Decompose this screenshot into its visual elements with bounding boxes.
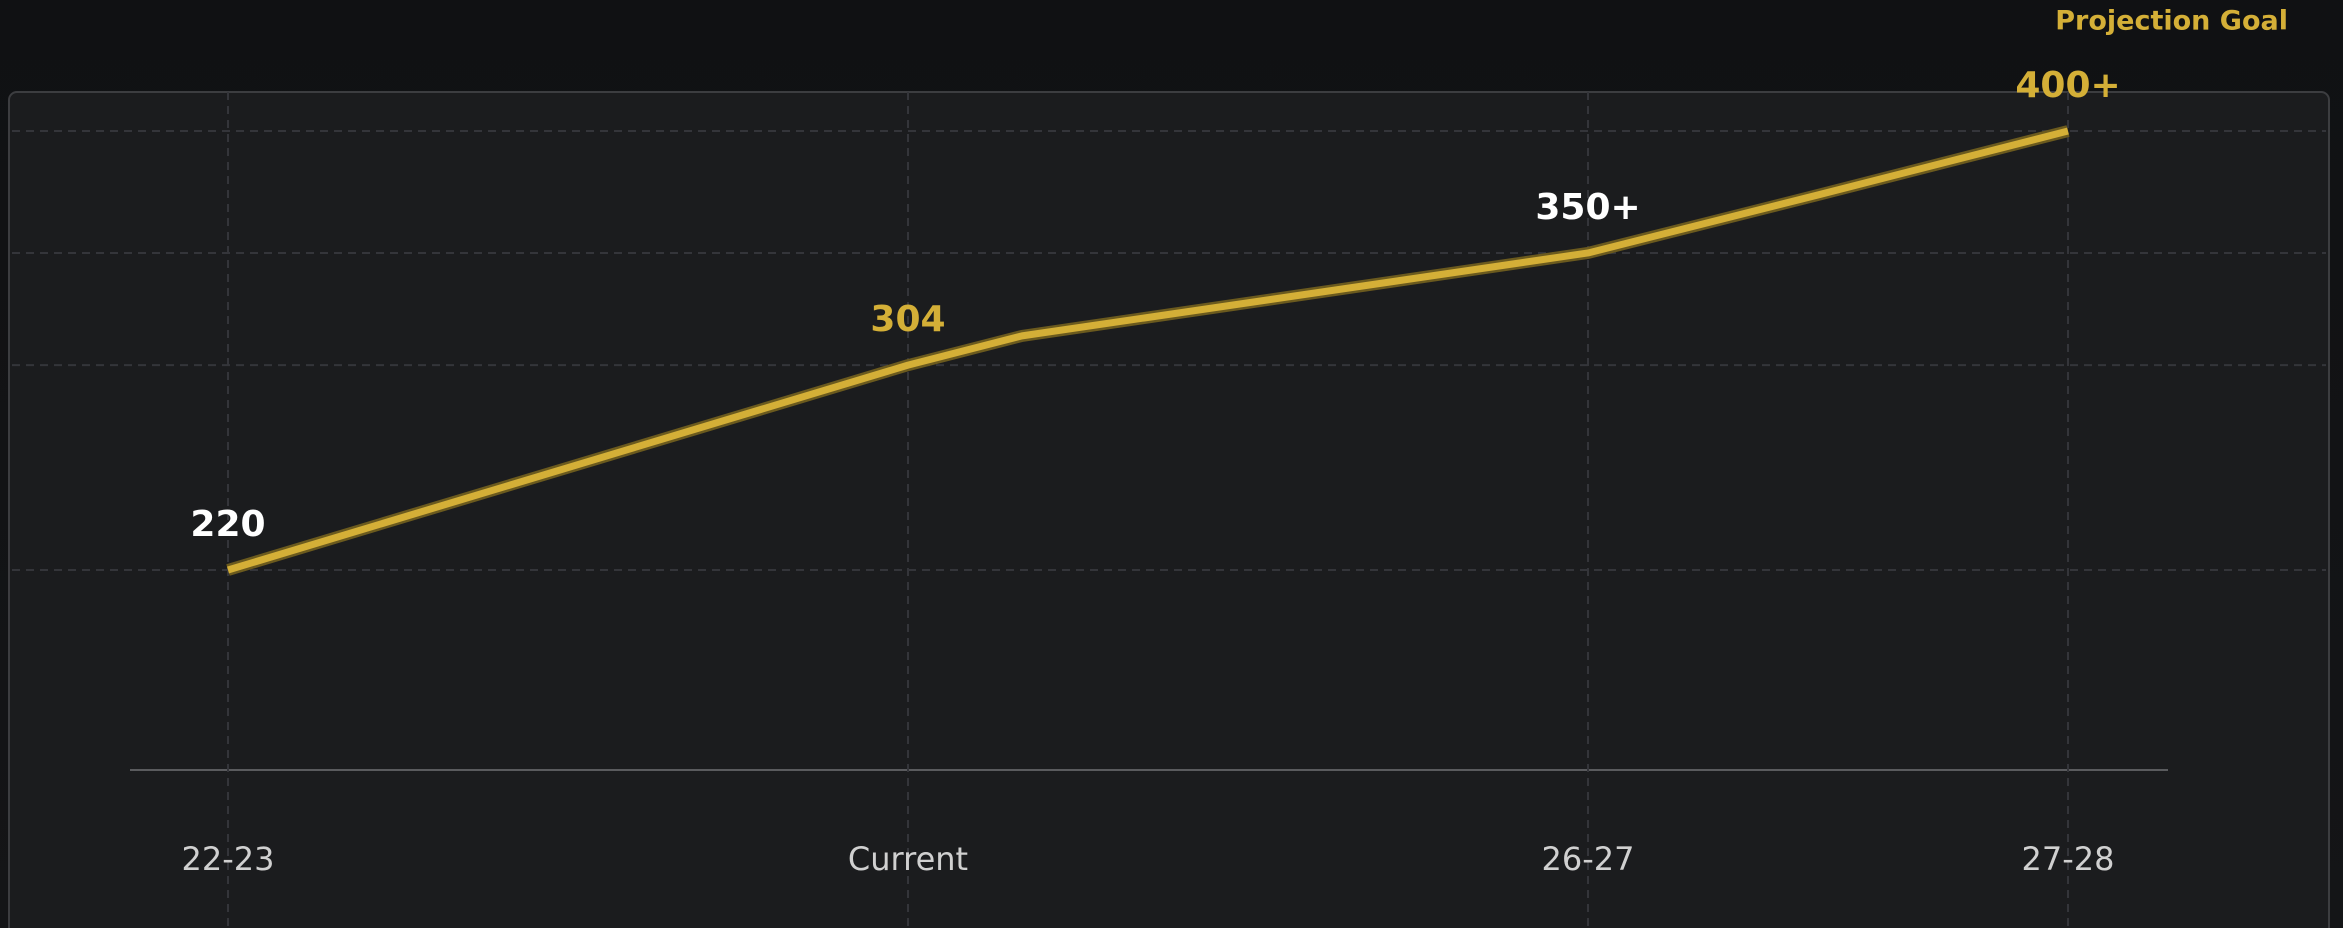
data-label: 350+	[1535, 187, 1640, 228]
panel	[8, 91, 2330, 928]
line	[226, 127, 2069, 574]
data-label: 220	[190, 504, 265, 545]
x-tick-label: 22-23	[182, 840, 275, 878]
data-label: 400+	[2015, 65, 2120, 106]
x-tick-label: 27-28	[2022, 840, 2115, 878]
legend-label: Projection Goal	[2055, 6, 2288, 37]
x-tick-label: 26-27	[1542, 840, 1635, 878]
data-label: 304	[870, 299, 945, 340]
x-tick-label: Current	[848, 840, 968, 878]
